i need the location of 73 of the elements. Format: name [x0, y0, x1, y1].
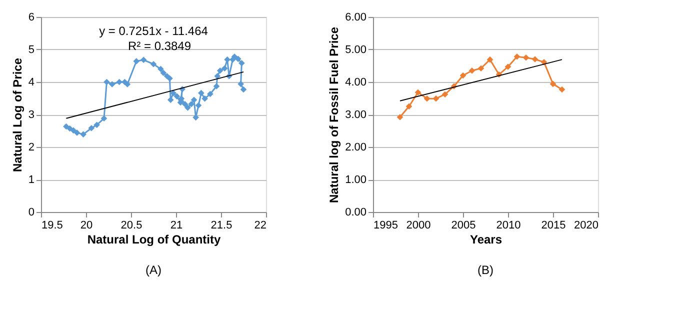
point — [116, 78, 122, 86]
y-tick-label: 6.00 — [345, 12, 366, 24]
point — [124, 81, 131, 88]
y-tick-label: 0 — [28, 206, 34, 218]
point — [234, 56, 242, 62]
point — [70, 127, 77, 134]
point — [192, 114, 199, 121]
point — [221, 65, 228, 72]
point — [94, 122, 100, 128]
x-tick-label: 20 — [80, 220, 93, 232]
y-tick-label: 6 — [28, 12, 34, 24]
point — [166, 75, 173, 82]
point — [100, 115, 108, 122]
x-tick-label: 2015 — [541, 220, 566, 232]
point — [238, 80, 244, 88]
point — [108, 81, 116, 88]
text: (A) — [146, 263, 162, 277]
y-tick-label: 2 — [28, 142, 34, 154]
point — [88, 124, 95, 132]
y-axis-title: Natural log of Fossil Fuel Price — [327, 26, 342, 204]
y-tick-label: 5.00 — [345, 44, 366, 56]
y-axis-title: Natural Log of Price — [10, 58, 24, 172]
point — [240, 86, 247, 93]
point — [80, 131, 86, 138]
point — [133, 58, 140, 64]
y-tick-label: 1.00 — [345, 174, 366, 186]
point — [158, 66, 164, 72]
x-tick-label: 21.5 — [210, 220, 232, 232]
y-tick-label: 4.00 — [345, 76, 366, 88]
x-tick-label: 22 — [254, 220, 266, 232]
x-tick-label: 2010 — [496, 220, 521, 232]
point — [150, 60, 157, 68]
annotation: R² = 0.3849 — [128, 39, 192, 53]
x-tick-label: 2000 — [406, 220, 431, 232]
point — [214, 72, 221, 80]
point — [195, 102, 202, 109]
y-tick-label: 5 — [28, 44, 34, 56]
point — [202, 95, 208, 102]
annotation: y = 0.7251x - 11.464 — [99, 24, 208, 38]
point — [207, 90, 214, 98]
x-tick-label: 19.5 — [42, 220, 63, 232]
y-tick-label: 0.00 — [345, 206, 366, 218]
x-axis-title: Natural Log of Quantity — [87, 232, 221, 246]
point — [160, 70, 167, 76]
point — [182, 100, 188, 108]
point — [140, 56, 147, 64]
x-tick-label: 2020 — [574, 220, 598, 232]
point — [104, 78, 110, 86]
y-tick-label: 3 — [28, 109, 34, 121]
point — [198, 90, 204, 96]
y-tick-label: 4 — [28, 76, 34, 88]
x-tick-label: 1995 — [374, 220, 398, 232]
point — [167, 96, 174, 104]
x-axis-title: Years — [470, 232, 502, 246]
point — [188, 100, 194, 108]
y-tick-label: 2.00 — [345, 142, 366, 154]
point — [190, 96, 198, 104]
x-tick-label: 2005 — [451, 220, 476, 232]
point — [174, 93, 180, 100]
point — [224, 56, 230, 63]
point — [178, 95, 185, 102]
point — [213, 83, 220, 90]
point — [238, 60, 245, 66]
x-tick-label: 20.5 — [120, 220, 142, 232]
text: (B) — [478, 263, 494, 277]
point — [184, 104, 191, 111]
x-tick-label: 21 — [170, 220, 183, 232]
point — [170, 90, 176, 96]
point — [74, 130, 80, 136]
point — [231, 53, 238, 60]
y-tick-label: 1 — [28, 174, 34, 186]
y-tick-label: 3.00 — [345, 109, 366, 121]
point — [216, 67, 224, 74]
